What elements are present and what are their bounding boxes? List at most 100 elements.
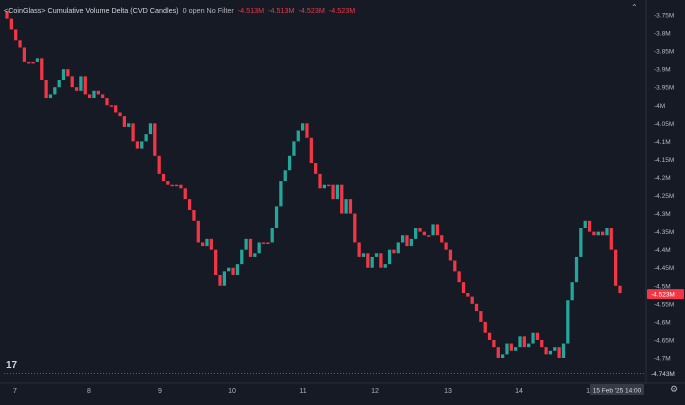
tradingview-logo-icon[interactable]: 17	[6, 360, 18, 371]
candle-down[interactable]	[535, 332, 540, 340]
candle-up[interactable]	[553, 347, 557, 351]
candle-down[interactable]	[600, 231, 605, 236]
candle-down[interactable]	[435, 224, 440, 236]
candle-down[interactable]	[122, 116, 127, 127]
candle-up[interactable]	[431, 224, 435, 236]
candle-down[interactable]	[96, 90, 100, 95]
candle-down[interactable]	[357, 242, 361, 257]
candle-down[interactable]	[266, 242, 270, 244]
candle-down[interactable]	[540, 339, 544, 348]
candle-down[interactable]	[557, 347, 561, 358]
candle-up[interactable]	[383, 264, 387, 268]
gear-icon[interactable]: ⚙	[669, 384, 679, 394]
candle-down[interactable]	[379, 253, 383, 268]
candle-down[interactable]	[418, 228, 422, 232]
candle-up[interactable]	[500, 354, 505, 358]
candle-down[interactable]	[457, 271, 461, 283]
candle-up[interactable]	[35, 58, 40, 62]
candle-down[interactable]	[183, 188, 187, 200]
candle-down[interactable]	[74, 87, 79, 91]
candle-down[interactable]	[427, 235, 431, 237]
candle-up[interactable]	[583, 220, 587, 229]
candle-down[interactable]	[166, 181, 170, 185]
candle-down[interactable]	[157, 155, 161, 174]
candle-up[interactable]	[283, 170, 287, 182]
candle-down[interactable]	[5, 11, 9, 19]
candle-down[interactable]	[209, 238, 213, 250]
candle-up[interactable]	[374, 253, 379, 257]
candle-up[interactable]	[61, 69, 66, 80]
candle-up[interactable]	[253, 253, 257, 257]
candle-down[interactable]	[114, 105, 118, 113]
candle-down[interactable]	[592, 231, 596, 236]
candle-down[interactable]	[131, 123, 135, 142]
candle-down[interactable]	[479, 311, 483, 322]
candle-up[interactable]	[514, 347, 518, 351]
candle-up[interactable]	[287, 155, 292, 171]
candle-down[interactable]	[353, 213, 357, 243]
candle-down[interactable]	[614, 249, 618, 286]
candle-up[interactable]	[344, 199, 348, 214]
candle-down[interactable]	[470, 296, 474, 304]
candle-up[interactable]	[244, 238, 248, 250]
candle-down[interactable]	[440, 235, 444, 243]
candle-down[interactable]	[422, 231, 426, 236]
candle-down[interactable]	[392, 249, 396, 254]
candle-up[interactable]	[296, 130, 300, 142]
candle-up[interactable]	[574, 256, 579, 283]
candle-up[interactable]	[257, 242, 261, 254]
candle-down[interactable]	[22, 47, 27, 62]
candle-down[interactable]	[87, 94, 92, 99]
candle-up[interactable]	[127, 123, 131, 127]
candle-up[interactable]	[235, 264, 240, 275]
candle-up[interactable]	[561, 343, 566, 358]
candle-down[interactable]	[70, 76, 74, 88]
candle-down[interactable]	[318, 173, 322, 189]
candle-down[interactable]	[327, 184, 331, 187]
candle-up[interactable]	[505, 343, 509, 355]
candle-up[interactable]	[370, 256, 374, 268]
candle-up[interactable]	[531, 332, 535, 344]
candle-down[interactable]	[18, 40, 22, 48]
candle-up[interactable]	[322, 184, 326, 189]
candle-down[interactable]	[231, 267, 235, 275]
candle-up[interactable]	[140, 141, 144, 149]
candle-down[interactable]	[187, 199, 192, 210]
candle-down[interactable]	[118, 112, 122, 117]
candle-up[interactable]	[227, 267, 231, 272]
candle-down[interactable]	[248, 238, 253, 257]
candle-down[interactable]	[492, 339, 496, 348]
candle-up[interactable]	[605, 228, 609, 236]
candle-down[interactable]	[83, 76, 87, 95]
candle-up[interactable]	[240, 249, 244, 265]
candle-down[interactable]	[496, 347, 500, 358]
candle-down[interactable]	[44, 79, 48, 99]
candle-up[interactable]	[144, 134, 148, 142]
candle-up[interactable]	[148, 123, 153, 135]
candle-down[interactable]	[201, 242, 205, 247]
candle-down[interactable]	[179, 184, 183, 189]
candle-down[interactable]	[109, 105, 113, 107]
candle-up[interactable]	[527, 343, 531, 348]
candle-down[interactable]	[31, 61, 35, 64]
candle-down[interactable]	[309, 137, 313, 164]
candle-down[interactable]	[192, 209, 196, 221]
candle-down[interactable]	[305, 123, 309, 138]
candle-up[interactable]	[92, 90, 96, 99]
candle-up[interactable]	[396, 242, 400, 254]
candle-down[interactable]	[331, 184, 335, 200]
candle-down[interactable]	[522, 336, 526, 348]
candle-down[interactable]	[461, 282, 466, 294]
candle-down[interactable]	[466, 293, 470, 297]
candle-down[interactable]	[340, 184, 344, 214]
candle-up[interactable]	[596, 231, 600, 236]
candle-up[interactable]	[361, 253, 366, 257]
candle-down[interactable]	[405, 235, 409, 247]
candle-down[interactable]	[161, 173, 166, 182]
candle-up[interactable]	[279, 181, 283, 207]
candle-down[interactable]	[9, 18, 13, 30]
candle-down[interactable]	[261, 242, 266, 244]
candle-up[interactable]	[335, 184, 340, 200]
